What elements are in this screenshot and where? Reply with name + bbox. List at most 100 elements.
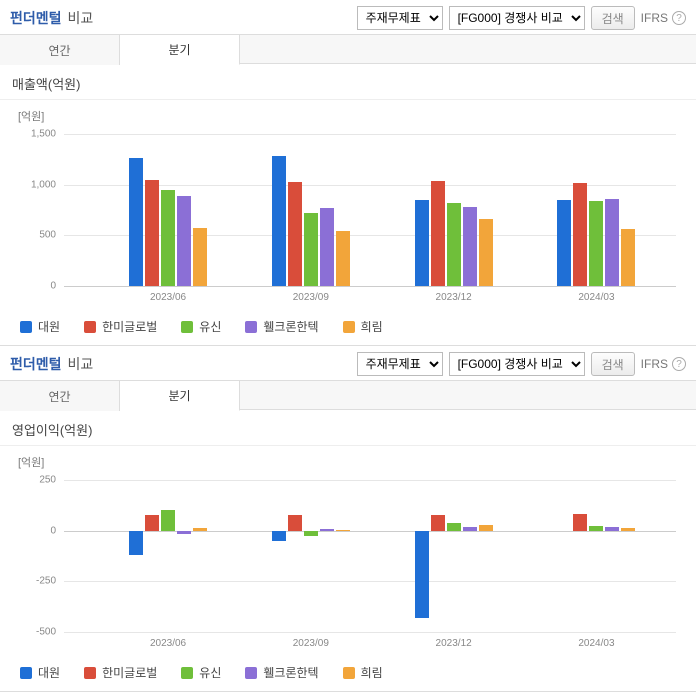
y-tick-label: 250	[39, 475, 56, 486]
bar	[621, 528, 635, 530]
legend: 대원 한미글로벌 유신 휄크론한텍 희림	[0, 658, 696, 691]
legend-swatch	[20, 667, 32, 679]
tab-quarter[interactable]: 분기	[120, 35, 240, 65]
chart-title: 영업이익(억원)	[0, 410, 696, 446]
legend-swatch	[20, 321, 32, 333]
bar	[431, 181, 445, 286]
x-tick-label: 2023/06	[150, 638, 186, 649]
legend-item[interactable]: 유신	[181, 318, 221, 335]
bar	[336, 530, 350, 531]
legend-item[interactable]: 유신	[181, 664, 221, 681]
bar	[129, 158, 143, 286]
statement-select[interactable]: 주재무제표	[357, 352, 443, 376]
legend-item[interactable]: 대원	[20, 318, 60, 335]
legend-item[interactable]: 희림	[343, 318, 383, 335]
period-tabs: 연간분기	[0, 380, 696, 410]
compare-select[interactable]: [FG000] 경쟁사 비교	[449, 6, 585, 30]
gridline	[64, 581, 676, 582]
search-button[interactable]: 검색	[591, 352, 635, 376]
x-axis: 2023/062023/092023/122024/03	[64, 290, 676, 308]
bar	[177, 196, 191, 286]
bar	[272, 156, 286, 286]
legend-label: 대원	[38, 664, 60, 681]
help-icon: ?	[672, 357, 686, 371]
y-axis: -500-2500250	[10, 480, 60, 632]
legend-item[interactable]: 대원	[20, 664, 60, 681]
ifrs-toggle[interactable]: IFRS?	[641, 357, 686, 371]
bar	[605, 199, 619, 286]
legend-item[interactable]: 한미글로벌	[84, 664, 157, 681]
bar	[304, 213, 318, 286]
legend-label: 휄크론한텍	[263, 664, 318, 681]
bar	[288, 182, 302, 286]
search-button[interactable]: 검색	[591, 6, 635, 30]
bar	[288, 515, 302, 530]
legend-swatch	[181, 667, 193, 679]
bar	[447, 523, 461, 531]
tab-quarter[interactable]: 분기	[120, 381, 240, 411]
bar	[621, 229, 635, 286]
y-tick-label: -500	[36, 627, 56, 638]
bar	[304, 531, 318, 536]
tab-annual[interactable]: 연간	[0, 381, 120, 411]
gridline	[64, 531, 676, 532]
bar	[193, 228, 207, 286]
compare-select[interactable]: [FG000] 경쟁사 비교	[449, 352, 585, 376]
ifrs-label: IFRS	[641, 11, 668, 25]
x-tick-label: 2023/09	[293, 292, 329, 303]
bar	[272, 531, 286, 541]
bar	[589, 526, 603, 531]
bar	[479, 525, 493, 531]
unit-label: [억원]	[10, 452, 686, 470]
bar	[463, 207, 477, 286]
legend-item[interactable]: 휄크론한텍	[245, 318, 318, 335]
bar	[129, 531, 143, 555]
x-tick-label: 2024/03	[578, 292, 614, 303]
y-tick-label: 500	[39, 230, 56, 241]
legend-label: 한미글로벌	[102, 318, 157, 335]
statement-select[interactable]: 주재무제표	[357, 6, 443, 30]
title-suffix: 비교	[68, 8, 94, 28]
legend-label: 유신	[199, 318, 221, 335]
chart-wrap: [억원]-500-25002502023/062023/092023/12202…	[0, 446, 696, 658]
y-tick-label: 1,000	[31, 179, 56, 190]
ifrs-toggle[interactable]: IFRS?	[641, 11, 686, 25]
bar	[161, 510, 175, 530]
legend-label: 휄크론한텍	[263, 318, 318, 335]
bar	[573, 183, 587, 286]
bar	[320, 208, 334, 286]
legend-item[interactable]: 희림	[343, 664, 383, 681]
bar	[415, 200, 429, 286]
legend-label: 희림	[361, 664, 383, 681]
chart-wrap: [억원]05001,0001,5002023/062023/092023/122…	[0, 100, 696, 312]
bar	[320, 529, 334, 531]
unit-label: [억원]	[10, 106, 686, 124]
legend-item[interactable]: 한미글로벌	[84, 318, 157, 335]
panel-header: 펀더멘털비교주재무제표[FG000] 경쟁사 비교검색IFRS?	[0, 346, 696, 380]
y-tick-label: -250	[36, 576, 56, 587]
bar	[447, 203, 461, 286]
gridline	[64, 134, 676, 135]
plot-area	[64, 480, 676, 632]
bar	[145, 180, 159, 286]
title-prefix: 펀더멘털	[10, 8, 62, 28]
bar	[557, 200, 571, 286]
fundamental-panel: 펀더멘털비교주재무제표[FG000] 경쟁사 비교검색IFRS?연간분기영업이익…	[0, 346, 696, 692]
chart-title: 매출액(억원)	[0, 64, 696, 100]
bar	[415, 531, 429, 618]
bar	[161, 190, 175, 286]
bar	[193, 528, 207, 531]
legend-swatch	[343, 321, 355, 333]
tab-annual[interactable]: 연간	[0, 35, 120, 65]
plot-area	[64, 134, 676, 286]
legend-label: 대원	[38, 318, 60, 335]
legend-swatch	[245, 667, 257, 679]
legend-label: 희림	[361, 318, 383, 335]
help-icon: ?	[672, 11, 686, 25]
bar	[336, 231, 350, 286]
fundamental-panel: 펀더멘털 비교 주재무제표[FG000] 경쟁사 비교검색 IFRS? 연간분기매출액(…	[0, 0, 696, 346]
legend-swatch	[181, 321, 193, 333]
bar	[605, 527, 619, 531]
legend-item[interactable]: 휄크론한텍	[245, 664, 318, 681]
title-prefix: 펀더멘털	[10, 354, 62, 374]
